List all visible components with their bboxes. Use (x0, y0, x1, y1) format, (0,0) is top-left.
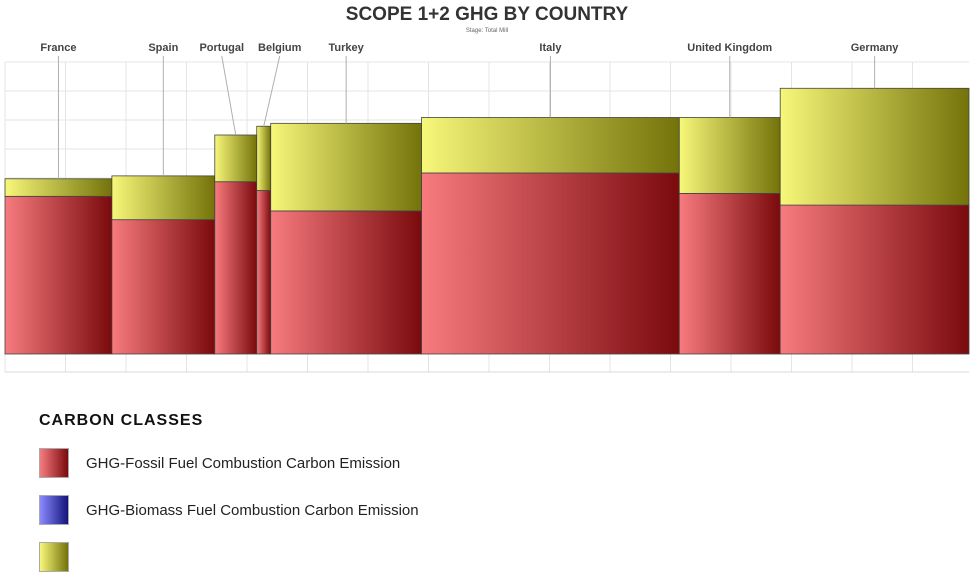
category-label: Italy (539, 42, 562, 54)
legend-item-fossil: GHG-Fossil Fuel Combustion Carbon Emissi… (39, 447, 400, 479)
bar-segment-france-s2 (4, 178, 113, 197)
bar-segment-belgium-s2 (256, 125, 272, 191)
legend-swatch-third (39, 542, 69, 572)
category-label: Belgium (258, 42, 302, 54)
chart-title: SCOPE 1+2 GHG BY COUNTRY (345, 4, 629, 25)
bar-segment-germany-s0 (779, 204, 970, 355)
bar-segment-spain-s2 (111, 175, 216, 221)
category-label: Turkey (329, 42, 365, 54)
bar-segment-france-s0 (4, 195, 113, 355)
bar-segment-turkey-s2 (270, 122, 422, 212)
category-label: France (40, 42, 76, 54)
legend-swatch-biomass (39, 495, 69, 525)
legend-item-biomass: GHG-Biomass Fuel Combustion Carbon Emiss… (39, 494, 419, 526)
category-label: Portugal (199, 42, 244, 54)
legend-title: CARBON CLASSES (39, 412, 204, 429)
legend-label-fossil: GHG-Fossil Fuel Combustion Carbon Emissi… (86, 454, 401, 472)
legend-swatch-fossil (39, 448, 69, 478)
bar-segment-united-kingdom-s0 (678, 192, 781, 355)
category-leader-line (221, 55, 237, 136)
bar-segment-spain-s0 (111, 219, 216, 355)
category-label: United Kingdom (687, 42, 772, 54)
category-label: Germany (851, 42, 900, 54)
chart-subtitle: Stage: Total Mill (465, 28, 509, 34)
bar-segment-turkey-s0 (270, 210, 422, 355)
marimekko-chart: France Spain Portugal Belgium Turkey Italy Uni… (4, 42, 970, 373)
legend-item-third (39, 541, 86, 573)
bar-segment-germany-s2 (779, 87, 970, 206)
bar-segment-portugal-s0 (214, 181, 258, 355)
bar-segment-united-kingdom-s2 (678, 117, 781, 194)
bar-segment-italy-s2 (421, 117, 680, 174)
bar-segment-portugal-s2 (214, 134, 258, 183)
category-label: Spain (148, 42, 178, 54)
bar-segment-belgium-s0 (256, 190, 272, 355)
legend-label-biomass: GHG-Biomass Fuel Combustion Carbon Emiss… (86, 501, 419, 519)
bar-segment-italy-s0 (421, 172, 680, 355)
category-leader-line (263, 55, 281, 127)
